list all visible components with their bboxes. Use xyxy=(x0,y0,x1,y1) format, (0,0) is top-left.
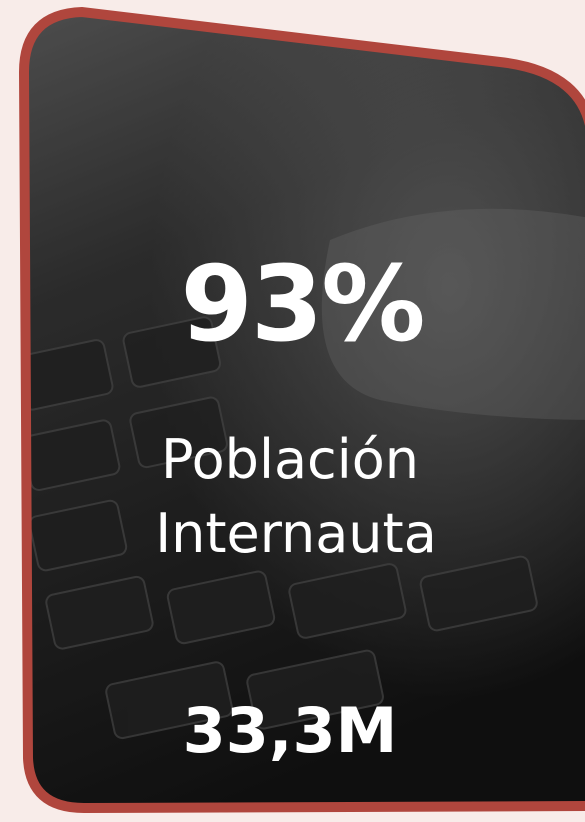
card-border xyxy=(18,6,585,814)
stat-label: Población xyxy=(161,428,419,491)
hand xyxy=(321,208,585,420)
keyboard-keys xyxy=(24,316,538,740)
stat-value: 93% xyxy=(181,243,424,365)
stat-label: Internauta xyxy=(155,502,437,565)
count-value: 33,3M xyxy=(183,694,398,767)
